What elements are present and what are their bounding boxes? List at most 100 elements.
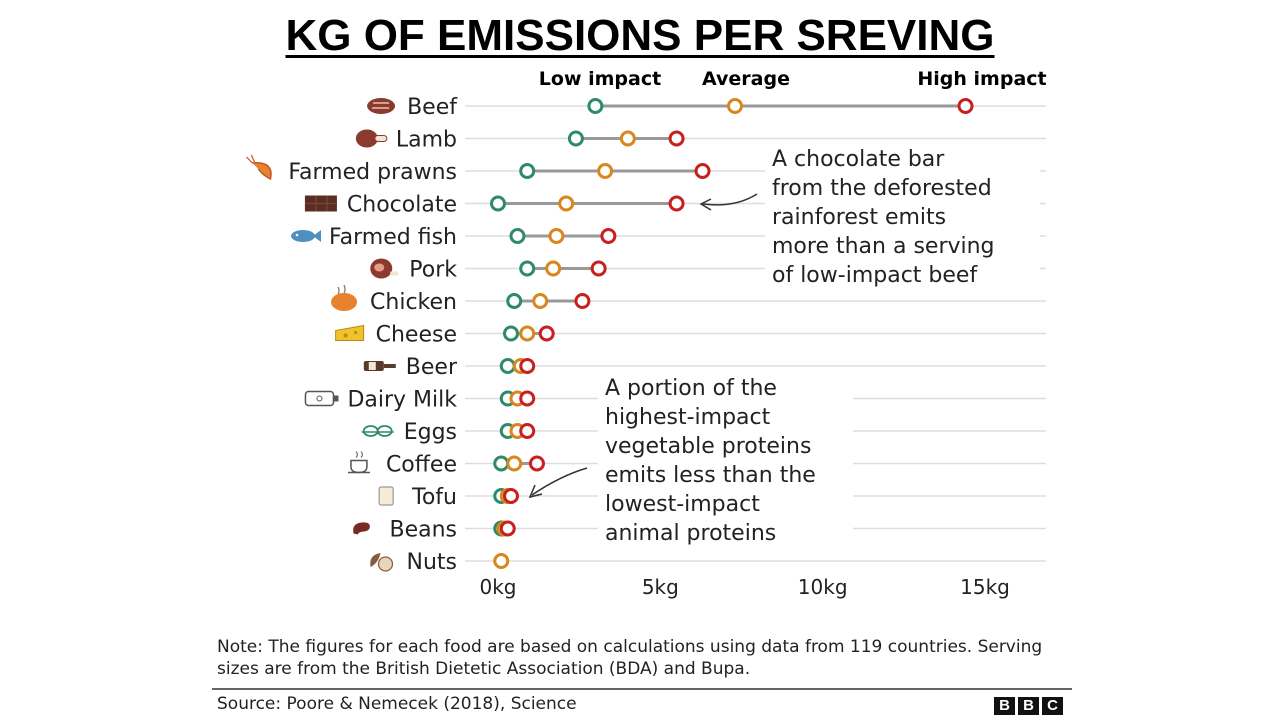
- x-axis-ticks: 0kg 5kg 10kg 15kg: [479, 575, 1009, 599]
- average-dot: [558, 195, 575, 212]
- category-label: Beans: [389, 518, 457, 543]
- ham-icon: [370, 258, 399, 279]
- category-label: Eggs: [404, 420, 457, 445]
- legend: Low impact Average High impact: [539, 68, 1047, 90]
- legend-high: High impact: [917, 68, 1046, 90]
- bean-icon: [353, 522, 370, 535]
- source-credit: Source: Poore & Nemecek (2018), Science: [217, 694, 577, 714]
- category-label: Lamb: [396, 128, 457, 153]
- low-impact-dot: [502, 325, 519, 342]
- x-tick-label: 10kg: [798, 575, 848, 599]
- dot-range-chart: Low impact Average High impact Beef Lamb F…: [245, 68, 1047, 599]
- low-impact-dot: [509, 228, 526, 244]
- annotation-chocolate-arrow: [702, 193, 758, 206]
- high-impact-dot: [668, 195, 685, 212]
- eggs-icon: [361, 425, 394, 437]
- chocolate-bar-icon: [304, 195, 337, 212]
- average-dot: [545, 260, 562, 277]
- category-label: Coffee: [386, 453, 457, 478]
- nut-icon: [370, 553, 394, 572]
- annotation-chocolate-line: more than a serving: [772, 234, 995, 259]
- milk-carton-icon: [304, 390, 339, 407]
- high-impact-dot: [694, 163, 711, 179]
- annotation-chocolate-line: A chocolate bar: [772, 147, 945, 172]
- annotation-vegetable-bg: [598, 372, 853, 550]
- annotation-vegetable-line: lowest-impact: [605, 492, 760, 517]
- annotation-chocolate-arrowhead: [699, 198, 712, 211]
- bbc-logo: B B C: [994, 697, 1063, 715]
- average-dot: [597, 163, 614, 179]
- average-dot: [519, 325, 536, 342]
- annotation-vegetable: A portion of the highest-impact vegetabl…: [528, 372, 853, 550]
- page-title: KG OF EMISSIONS PER SREVING: [285, 11, 995, 60]
- low-impact-dot: [519, 163, 536, 179]
- x-tick-label: 0kg: [479, 575, 516, 599]
- annotation-chocolate-line: of low-impact beef: [772, 263, 978, 288]
- average-dot: [532, 293, 549, 309]
- tofu-icon: [378, 486, 394, 506]
- prawn-icon: [245, 154, 272, 181]
- high-impact-dot: [538, 325, 555, 342]
- average-dot: [506, 455, 523, 472]
- coffee-cup-icon: [347, 451, 370, 474]
- low-impact-dot: [519, 260, 536, 277]
- category-label: Dairy Milk: [347, 388, 457, 413]
- average-dot: [548, 228, 565, 244]
- high-impact-dot: [668, 130, 685, 147]
- annotation-vegetable-line: animal proteins: [605, 521, 776, 546]
- high-impact-dot: [519, 423, 536, 439]
- category-label: Pork: [409, 258, 457, 283]
- high-impact-dot: [502, 488, 519, 504]
- annotation-chocolate: A chocolate bar from the deforested rain…: [699, 142, 1040, 292]
- category-label: Chocolate: [347, 193, 457, 218]
- cheese-icon: [335, 324, 365, 341]
- x-tick-label: 15kg: [960, 575, 1010, 599]
- annotation-vegetable-line: highest-impact: [605, 405, 771, 430]
- footnote: Note: The figures for each food are base…: [217, 637, 1043, 679]
- chart-rows: Beef Lamb Farmed prawns Chocolate Farmed fis…: [245, 95, 974, 575]
- lamb-chop-icon: [355, 129, 388, 148]
- high-impact-dot: [957, 98, 974, 114]
- annotation-vegetable-arrow: [531, 467, 588, 496]
- annotation-vegetable-line: emits less than the: [605, 463, 816, 488]
- category-label: Farmed fish: [329, 225, 457, 250]
- annotation-vegetable-line: vegetable proteins: [605, 434, 811, 459]
- high-impact-dot: [528, 455, 545, 472]
- legend-low: Low impact: [539, 68, 661, 90]
- beer-bottle-icon: [363, 361, 396, 371]
- category-label: Chicken: [370, 290, 457, 315]
- x-tick-label: 5kg: [642, 575, 679, 599]
- average-dot: [727, 98, 744, 114]
- category-label: Beef: [407, 95, 458, 120]
- high-impact-dot: [574, 293, 591, 309]
- low-impact-dot: [567, 130, 584, 147]
- fish-icon: [291, 230, 322, 242]
- category-label: Beer: [406, 355, 458, 380]
- category-label: Tofu: [411, 485, 457, 510]
- average-dot: [619, 130, 636, 147]
- annotation-vegetable-arrowhead: [528, 484, 543, 499]
- bbc-logo-letter: B: [1018, 697, 1039, 715]
- category-label: Farmed prawns: [288, 160, 457, 185]
- low-impact-dot: [499, 358, 516, 374]
- annotation-vegetable-line: A portion of the: [605, 376, 777, 401]
- low-impact-dot: [490, 195, 506, 212]
- high-impact-dot: [590, 260, 607, 277]
- low-impact-dot: [506, 293, 523, 309]
- category-label: Cheese: [376, 323, 457, 348]
- divider: [212, 688, 1072, 690]
- high-impact-dot: [519, 390, 536, 407]
- category-label: Nuts: [407, 550, 458, 575]
- low-impact-dot: [587, 98, 604, 114]
- bbc-logo-letter: C: [1042, 697, 1063, 715]
- legend-average: Average: [702, 68, 790, 90]
- average-dot: [493, 553, 510, 569]
- steak-icon: [367, 98, 396, 114]
- roast-chicken-icon: [331, 284, 358, 311]
- low-impact-dot: [493, 455, 510, 472]
- annotation-chocolate-line: from the deforested: [772, 176, 992, 201]
- high-impact-dot: [519, 358, 536, 374]
- bbc-logo-letter: B: [994, 697, 1015, 715]
- annotation-chocolate-bg: [765, 142, 1040, 292]
- annotation-chocolate-line: rainforest emits: [772, 205, 946, 230]
